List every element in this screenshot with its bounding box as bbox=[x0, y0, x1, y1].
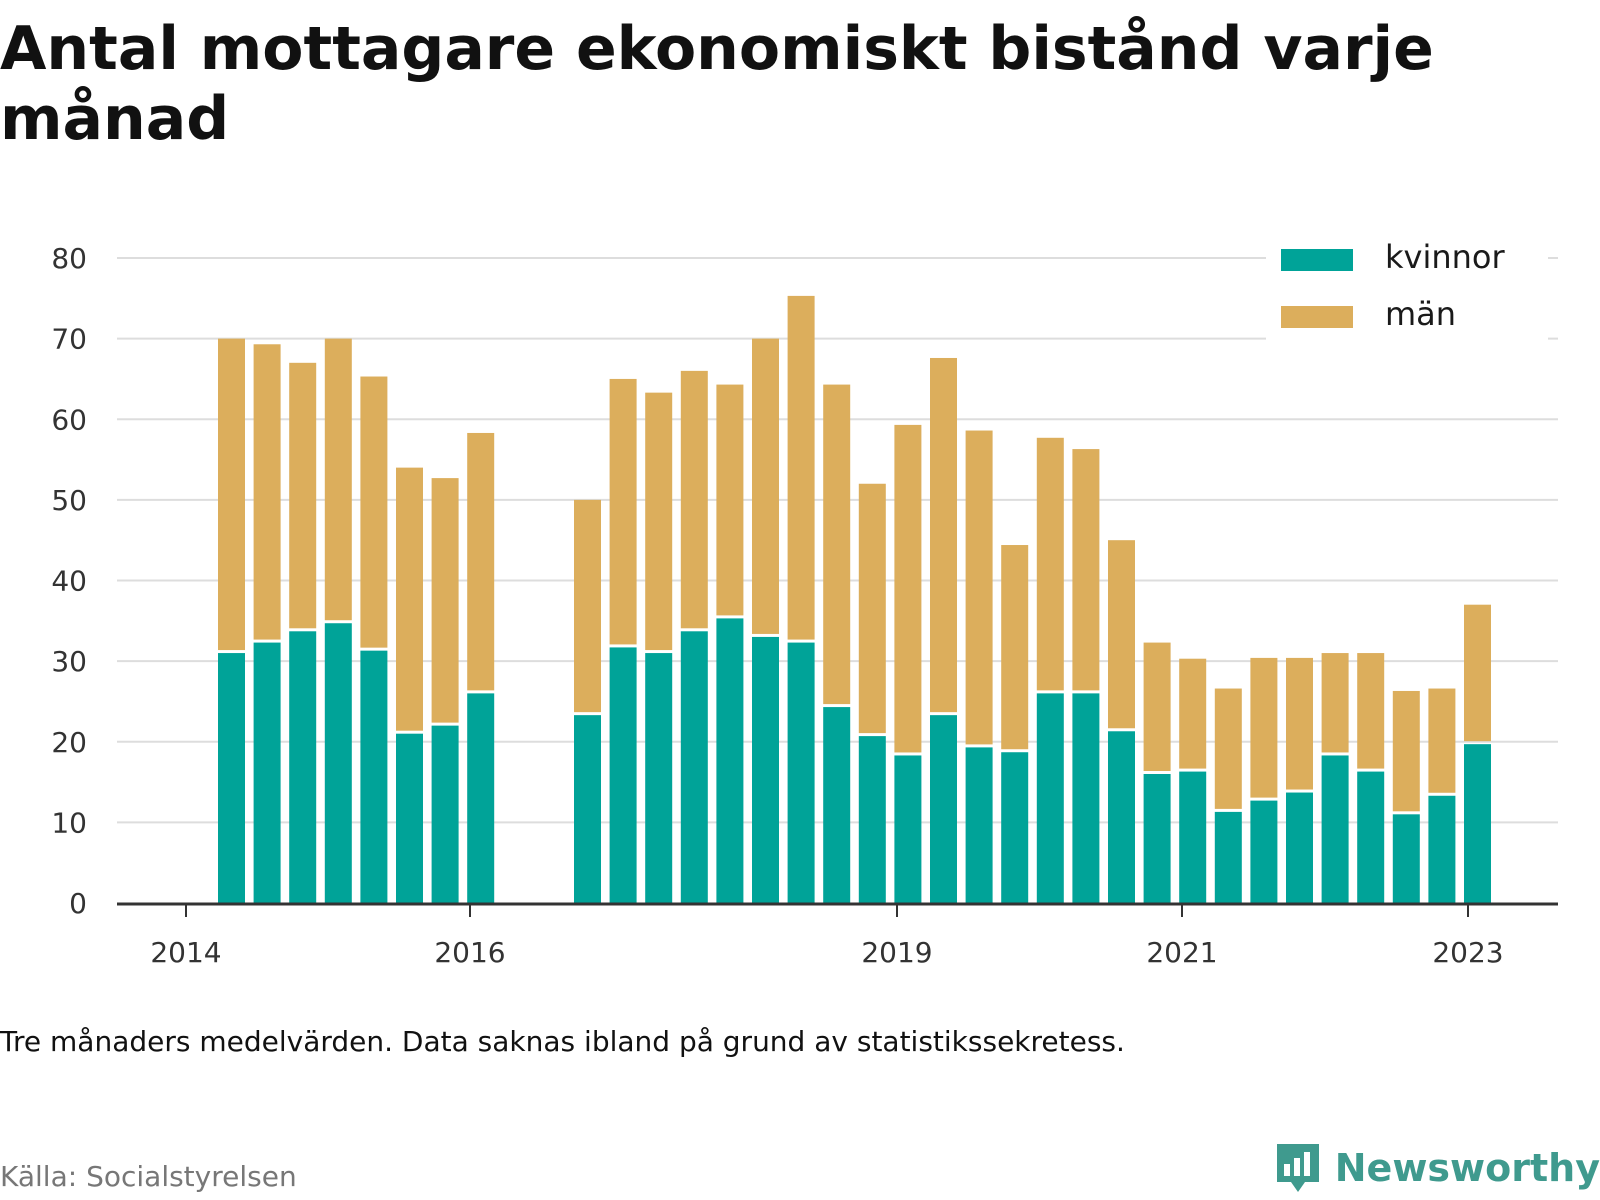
bar-kvinnor bbox=[1357, 771, 1385, 903]
bar-man bbox=[1108, 540, 1135, 729]
bar-man bbox=[787, 295, 815, 640]
bar-kvinnor bbox=[609, 647, 637, 903]
bar-man bbox=[218, 338, 245, 651]
y-tick-label: 30 bbox=[51, 645, 87, 678]
y-tick-label: 70 bbox=[51, 323, 87, 356]
bar-man bbox=[574, 499, 601, 713]
bar-man bbox=[1036, 437, 1064, 691]
bar-kvinnor bbox=[1108, 731, 1135, 903]
y-tick-label: 60 bbox=[51, 403, 87, 436]
bar-kvinnor bbox=[1250, 800, 1278, 903]
bar-man bbox=[752, 338, 779, 634]
bar-kvinnor bbox=[823, 707, 851, 903]
legend-label: kvinnor bbox=[1385, 238, 1506, 276]
bar-kvinnor bbox=[218, 653, 245, 903]
bar-man bbox=[431, 478, 459, 723]
bar-kvinnor bbox=[324, 623, 352, 903]
brand-logo: Newsworthy bbox=[1273, 1140, 1600, 1196]
bar-man bbox=[1179, 658, 1207, 769]
bar-man bbox=[1464, 604, 1491, 742]
y-tick-label: 20 bbox=[51, 726, 87, 759]
bar-man bbox=[823, 384, 851, 705]
bar-man bbox=[1321, 653, 1349, 753]
bar-man bbox=[396, 467, 423, 731]
y-tick-label: 0 bbox=[69, 887, 87, 920]
legend-label: män bbox=[1385, 295, 1456, 333]
bar-kvinnor bbox=[1392, 814, 1420, 903]
bar-kvinnor bbox=[1179, 771, 1207, 903]
bars bbox=[218, 295, 1491, 903]
bar-kvinnor bbox=[1286, 792, 1313, 903]
bar-kvinnor bbox=[930, 715, 957, 903]
newsworthy-logo-icon bbox=[1276, 1144, 1319, 1192]
bar-kvinnor bbox=[396, 733, 423, 903]
y-tick-label: 40 bbox=[51, 565, 87, 598]
source-credit: Källa: Socialstyrelsen bbox=[0, 1160, 297, 1193]
bar-kvinnor bbox=[1001, 752, 1029, 903]
bar-man bbox=[1143, 642, 1171, 771]
bar-kvinnor bbox=[1321, 755, 1349, 903]
bar-man bbox=[1001, 545, 1029, 750]
bar-kvinnor bbox=[680, 631, 708, 903]
bar-man bbox=[930, 357, 957, 713]
bar-kvinnor bbox=[645, 653, 673, 903]
x-axis: 2014 2016 2019 2021 2023 bbox=[117, 902, 1558, 969]
y-tick-label: 80 bbox=[51, 242, 87, 275]
bar-kvinnor bbox=[1464, 744, 1491, 903]
y-axis-tick-labels: 0 10 20 30 40 50 60 70 80 bbox=[51, 242, 87, 920]
x-tick-label: 2016 bbox=[434, 936, 505, 969]
bar-kvinnor bbox=[965, 747, 993, 903]
bar-man bbox=[1357, 653, 1385, 769]
bar-kvinnor bbox=[858, 736, 886, 903]
x-tick-label: 2019 bbox=[861, 936, 932, 969]
brand-name: Newsworthy bbox=[1334, 1146, 1600, 1190]
bar-man bbox=[645, 392, 673, 651]
bar-man bbox=[1286, 657, 1313, 790]
bar-kvinnor bbox=[787, 642, 815, 903]
legend-swatch bbox=[1281, 249, 1353, 271]
y-tick-label: 10 bbox=[51, 806, 87, 839]
bar-man bbox=[1072, 449, 1100, 691]
bar-kvinnor bbox=[1214, 811, 1242, 903]
bar-kvinnor bbox=[289, 631, 317, 903]
bar-man bbox=[324, 338, 352, 621]
bar-kvinnor bbox=[752, 636, 779, 903]
bar-kvinnor bbox=[1072, 693, 1100, 903]
bar-man bbox=[467, 432, 495, 691]
bar-man bbox=[289, 362, 317, 629]
bar-kvinnor bbox=[431, 725, 459, 903]
bar-kvinnor bbox=[253, 642, 281, 903]
bar-man bbox=[609, 378, 637, 645]
chart-title: Antal mottagare ekonomiskt bistånd varje… bbox=[0, 14, 1434, 154]
bar-man bbox=[858, 483, 886, 734]
bar-kvinnor bbox=[894, 755, 922, 903]
bar-kvinnor bbox=[467, 693, 495, 903]
bar-kvinnor bbox=[1143, 774, 1171, 903]
bar-man bbox=[360, 376, 388, 648]
y-tick-label: 50 bbox=[51, 484, 87, 517]
bar-kvinnor bbox=[1036, 693, 1064, 903]
bar-kvinnor bbox=[716, 618, 744, 903]
bar-man bbox=[680, 370, 708, 629]
chart-note: Tre månaders medelvärden. Data saknas ib… bbox=[0, 1025, 1125, 1058]
x-tick-label: 2021 bbox=[1146, 936, 1217, 969]
legend: kvinnor män bbox=[1266, 238, 1548, 355]
bar-kvinnor bbox=[360, 650, 388, 903]
x-tick-label: 2014 bbox=[150, 936, 221, 969]
bar-man bbox=[1428, 688, 1456, 793]
chart: 0 10 20 30 40 50 60 70 80 2014 2016 2019 2021 2023 k… bbox=[51, 238, 1558, 969]
bar-man bbox=[716, 384, 744, 616]
bar-man bbox=[965, 430, 993, 745]
bar-kvinnor bbox=[1428, 795, 1456, 903]
bar-man bbox=[1250, 657, 1278, 798]
bar-man bbox=[253, 344, 281, 640]
bar-man bbox=[894, 424, 922, 753]
bar-man bbox=[1214, 688, 1242, 809]
x-tick-label: 2023 bbox=[1432, 936, 1503, 969]
legend-swatch bbox=[1281, 306, 1353, 328]
bar-kvinnor bbox=[574, 715, 601, 903]
bar-man bbox=[1392, 690, 1420, 812]
